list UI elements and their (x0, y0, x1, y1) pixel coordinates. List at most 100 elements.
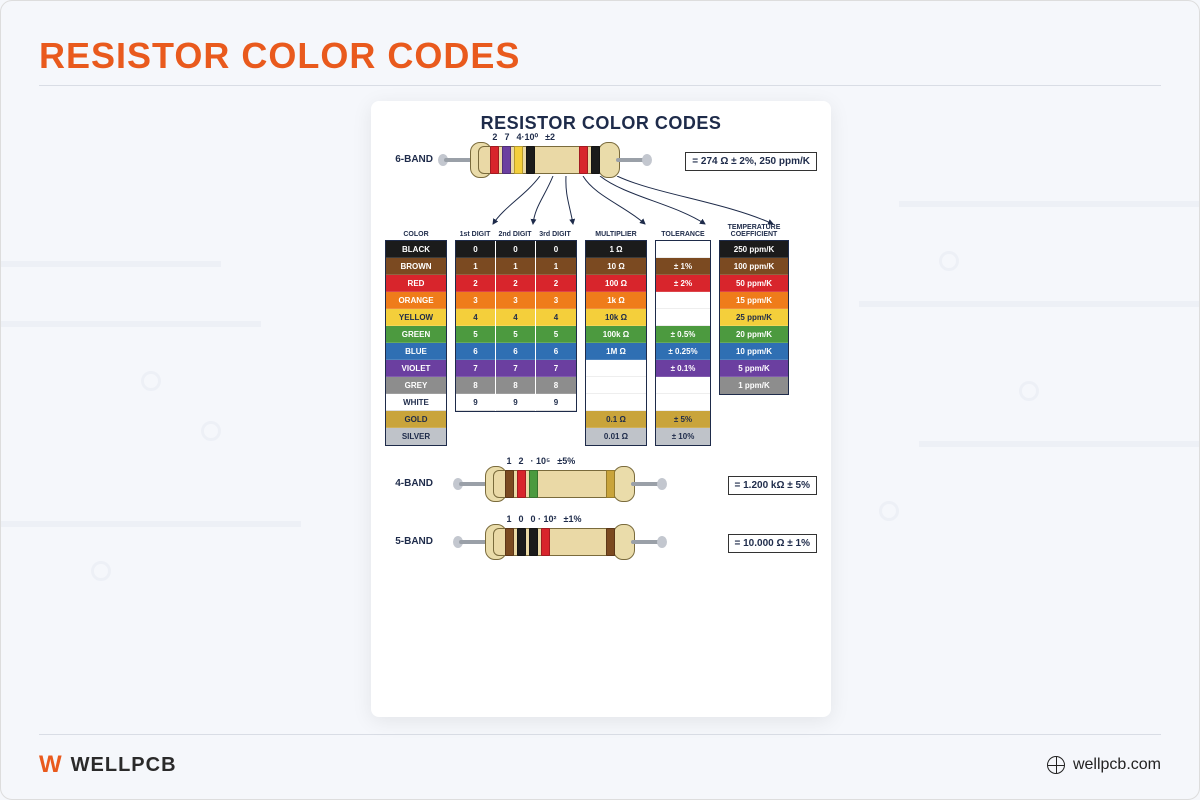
table-cell: YELLOW (386, 309, 446, 326)
color-code-table: COLORBLACKBROWNREDORANGEYELLOWGREENBLUEV… (385, 224, 817, 446)
table-cell: 20 ppm/K (720, 326, 788, 343)
resistor-band (606, 528, 615, 556)
table-cell: ± 5% (656, 411, 710, 428)
resistor-band (517, 470, 526, 498)
table-cell (656, 394, 710, 411)
table-cell (586, 360, 646, 377)
example-result: = 10.000 Ω ± 1% (728, 534, 818, 553)
table-cell: 1 (536, 258, 576, 275)
resistor-band (526, 146, 535, 174)
table-cell: 0.1 Ω (586, 411, 646, 428)
table-cell (656, 309, 710, 326)
table-cell: ± 10% (656, 428, 710, 445)
table-cell: 50 ppm/K (720, 275, 788, 292)
site-link: wellpcb.com (1047, 756, 1161, 774)
table-cell: 8 (536, 377, 576, 394)
resistor-band (529, 528, 538, 556)
example-5band: 5-BAND 100 · 10²±1% = 10.000 Ω ± 1% (385, 522, 817, 562)
table-cell: 10k Ω (586, 309, 646, 326)
table-cell: ± 1% (656, 258, 710, 275)
table-cell: 100 ppm/K (720, 258, 788, 275)
table-cell: ± 0.1% (656, 360, 710, 377)
table-cell: 100k Ω (586, 326, 646, 343)
table-cell: SILVER (386, 428, 446, 445)
table-cell: 4 (536, 309, 576, 326)
table-cell: 4 (456, 309, 495, 326)
table-cell: 0 (456, 241, 495, 258)
table-cell: 9 (496, 394, 535, 411)
table-cell: 250 ppm/K (720, 241, 788, 258)
resistor-6band: 274·10⁰±2 (470, 140, 620, 180)
site-url: wellpcb.com (1073, 756, 1161, 774)
example-label: 5-BAND (385, 522, 433, 547)
resistor-band (529, 470, 538, 498)
table-cell: ORANGE (386, 292, 446, 309)
table-cell: BLUE (386, 343, 446, 360)
table-cell (656, 292, 710, 309)
table-cell: 5 (536, 326, 576, 343)
table-cell: 1k Ω (586, 292, 646, 309)
table-cell: VIOLET (386, 360, 446, 377)
table-cell: 5 (456, 326, 495, 343)
resistor-band (514, 146, 523, 174)
example-label: 6-BAND (385, 140, 433, 165)
table-cell (586, 377, 646, 394)
table-cell (656, 241, 710, 258)
resistor-band (505, 470, 514, 498)
table-cell: 4 (496, 309, 535, 326)
table-cell: ± 0.5% (656, 326, 710, 343)
resistor-5band: 100 · 10²±1% (485, 522, 635, 562)
table-cell: 0 (496, 241, 535, 258)
arrow-callouts (385, 180, 817, 224)
table-cell: GOLD (386, 411, 446, 428)
resistor-band (502, 146, 511, 174)
table-cell: RED (386, 275, 446, 292)
table-cell: 7 (496, 360, 535, 377)
page-title: RESISTOR COLOR CODES (39, 35, 520, 77)
table-cell: 3 (496, 292, 535, 309)
table-cell: 100 Ω (586, 275, 646, 292)
brand-logo-icon: W (39, 751, 63, 779)
example-values: 274·10⁰±2 (492, 132, 555, 143)
resistor-band (517, 528, 526, 556)
table-cell: BLACK (386, 241, 446, 258)
resistor-band (606, 470, 615, 498)
table-cell: 25 ppm/K (720, 309, 788, 326)
globe-icon (1047, 756, 1065, 774)
table-cell: 3 (456, 292, 495, 309)
table-cell: BROWN (386, 258, 446, 275)
resistor-band (591, 146, 600, 174)
infographic-card: RESISTOR COLOR CODES 6-BAND 274·10⁰±2 = … (371, 101, 831, 717)
table-cell: 10 ppm/K (720, 343, 788, 360)
resistor-band (505, 528, 514, 556)
table-cell: 1 (456, 258, 495, 275)
table-cell: 5 (496, 326, 535, 343)
table-cell: 2 (496, 275, 535, 292)
table-cell: 2 (536, 275, 576, 292)
table-cell: 1 Ω (586, 241, 646, 258)
brand: W WELLPCB (39, 751, 177, 779)
table-cell (586, 394, 646, 411)
table-cell: 0.01 Ω (586, 428, 646, 445)
example-result: = 1.200 kΩ ± 5% (728, 476, 818, 495)
table-cell: 6 (536, 343, 576, 360)
table-cell: 2 (456, 275, 495, 292)
table-cell: 9 (536, 394, 576, 411)
table-cell: 9 (456, 394, 495, 411)
table-cell: WHITE (386, 394, 446, 411)
card-title: RESISTOR COLOR CODES (385, 113, 817, 134)
title-rule (39, 85, 1161, 86)
table-cell: 1 (496, 258, 535, 275)
table-cell: 0 (536, 241, 576, 258)
table-cell: 1M Ω (586, 343, 646, 360)
resistor-4band: 12· 10⁵±5% (485, 464, 635, 504)
example-values: 100 · 10²±1% (507, 514, 582, 524)
table-cell: 6 (496, 343, 535, 360)
table-cell: 7 (456, 360, 495, 377)
example-6band: 6-BAND 274·10⁰±2 = 274 Ω ± 2%, 250 ppm/K (385, 140, 817, 180)
example-4band: 4-BAND 12· 10⁵±5% = 1.200 kΩ ± 5% (385, 464, 817, 504)
resistor-band (541, 528, 550, 556)
table-cell: 1 ppm/K (720, 377, 788, 394)
table-cell: 6 (456, 343, 495, 360)
footer: W WELLPCB wellpcb.com (39, 751, 1161, 779)
